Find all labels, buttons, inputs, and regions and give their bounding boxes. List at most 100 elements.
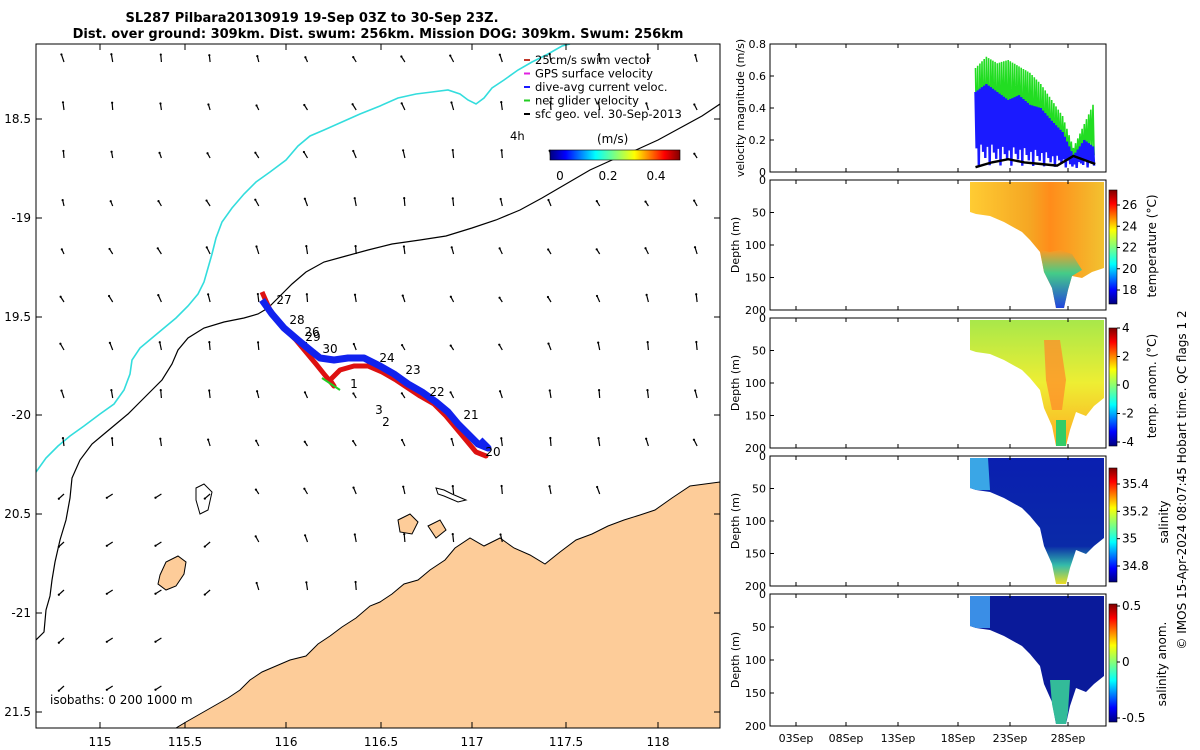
temperature-colorbar <box>1108 189 1118 305</box>
velocity-arrow-head <box>352 392 355 395</box>
velocity-arrow <box>159 438 162 447</box>
velocity-arrow <box>208 390 211 399</box>
velocity-arrow <box>402 295 406 303</box>
velocity-arrow-head <box>154 544 157 547</box>
velocity-arrow <box>354 581 357 591</box>
temperature-panel <box>769 179 1107 311</box>
depth-tick-label: 0 <box>759 450 766 463</box>
velocity-arrow <box>547 343 552 351</box>
velocity-arrow-head <box>400 438 404 442</box>
velocity-arrow-head <box>159 389 162 392</box>
velocity-arrow-head <box>57 641 60 644</box>
velocity-arrow-head <box>644 247 647 250</box>
colorbar-tick-label: 26 <box>1122 198 1137 212</box>
velocity-arrow <box>352 487 357 495</box>
velocity-arrow <box>256 582 260 591</box>
map-x-tick-label: 117.5 <box>549 735 583 749</box>
velocity-arrow-head <box>402 149 405 152</box>
temp-anomaly-panel <box>769 317 1107 449</box>
velocity-arrow-head <box>449 391 452 394</box>
velocity-arrow-head <box>302 150 306 154</box>
velocity-tick-label: 0.4 <box>749 102 767 115</box>
velocity-arrow-head <box>353 197 356 200</box>
map-x-tick-label: 115 <box>89 735 112 749</box>
velocity-arrow <box>62 102 65 111</box>
velocity-arrow-head <box>154 640 157 643</box>
velocity-arrow <box>208 55 211 63</box>
velocity-arrow-head <box>203 497 206 500</box>
velocity-arrow-head <box>646 388 649 392</box>
velocity-arrow <box>598 390 601 399</box>
velocity-arrow-head <box>256 292 259 296</box>
velocity-arrow-head <box>57 689 60 692</box>
salinity-colorbar <box>1108 467 1118 583</box>
velocity-arrow <box>501 485 503 495</box>
velocity-arrow <box>60 54 65 63</box>
velocity-arrow-head <box>549 436 552 440</box>
velocity-series-line <box>975 154 1096 169</box>
velocity-arrow <box>646 390 649 399</box>
velocity-arrow-head <box>645 293 648 296</box>
velocity-tick-label: 0.2 <box>749 134 767 147</box>
depth-tick-label: 100 <box>745 515 766 528</box>
velocity-arrow-head <box>743 341 745 343</box>
velocity-arrow-head <box>57 545 60 548</box>
temperature-colorbar-label: temperature (°C) <box>1145 195 1159 298</box>
velocity-arrow <box>106 541 114 547</box>
date-tick-label: 23Sep <box>993 732 1028 745</box>
velocity-arrow-head <box>354 580 357 584</box>
velocity-arrow <box>157 294 162 303</box>
velocity-arrow-head <box>256 54 259 58</box>
velocity-arrow <box>452 198 455 207</box>
velocity-arrow-head <box>500 484 503 488</box>
velocity-tick-label: 0.6 <box>749 70 767 83</box>
velocity-arrow <box>306 294 309 303</box>
velocity-arrow-head <box>154 688 157 691</box>
salinity-anomaly-surface <box>970 596 990 628</box>
velocity-arrow <box>208 342 211 351</box>
velocity-arrow-head <box>596 485 599 489</box>
velocity-arrow-head <box>645 437 648 440</box>
velocity-arrow-head <box>59 295 62 298</box>
velocity-arrow-head <box>255 245 258 248</box>
velocity-arrow-head <box>59 342 62 345</box>
velocity-arrow-head <box>498 247 501 250</box>
velocity-arrow <box>354 246 357 255</box>
velocity-arrow <box>499 391 503 399</box>
velocity-arrow-head <box>744 293 746 295</box>
temp-anomaly-core <box>1044 340 1066 410</box>
salinity-anomaly-colorbar <box>1108 603 1118 723</box>
glider-track <box>259 290 492 459</box>
velocity-arrow-head <box>255 104 258 107</box>
depth-ylabel: Depth (m) <box>729 632 742 688</box>
velocity-arrow-head <box>597 101 600 104</box>
track-blue <box>259 297 492 452</box>
velocity-arrow-head <box>693 199 696 202</box>
velocity-arrow-head <box>105 592 108 595</box>
velocity-arrow-head <box>256 341 260 344</box>
velocity-arrow-head <box>499 197 502 201</box>
velocity-arrow-head <box>105 544 108 547</box>
day-label: 3 <box>375 403 383 417</box>
velocity-arrow <box>452 149 455 159</box>
velocity-arrow <box>743 391 746 398</box>
legend-extra: 4h <box>510 129 525 143</box>
velocity-arrow <box>647 342 649 351</box>
depth-tick-label: 150 <box>745 687 766 700</box>
velocity-arrow <box>548 486 552 495</box>
map-y-tick-label: -20 <box>11 408 31 422</box>
velocity-arrow-head <box>107 294 111 298</box>
depth-tick-label: 50 <box>752 621 766 634</box>
velocity-arrow <box>450 102 455 111</box>
velocity-arrow-head <box>499 533 502 536</box>
salinity-panel <box>769 455 1107 587</box>
velocity-arrow <box>743 200 745 206</box>
small-island <box>397 513 419 535</box>
velocity-arrow-head <box>108 341 111 344</box>
velocity-arrow-head <box>693 246 697 249</box>
velocity-arrow-head <box>695 293 698 296</box>
depth-tick-label: 0 <box>759 174 766 187</box>
map-frame <box>35 43 721 729</box>
velocity-arrow <box>693 439 698 447</box>
velocity-arrow-head <box>62 149 65 153</box>
